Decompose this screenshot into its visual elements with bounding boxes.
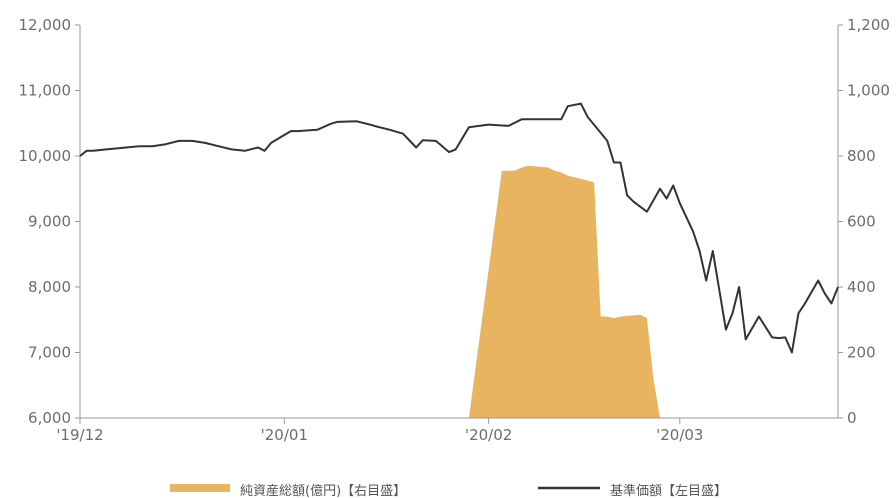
x-tick-label: '20/01	[261, 426, 308, 444]
right-tick-label: 0	[847, 409, 857, 427]
nav-line-layer	[79, 102, 839, 354]
legend: 純資産総額(億円)【右目盛】 基準価額【左目盛】	[170, 483, 727, 498]
axes-layer: 6,000 7,000 8,000 9,000 10,000 11,000 12,000 0 2…	[19, 16, 890, 444]
left-tick-label: 8,000	[28, 278, 71, 296]
nav-legend-label: 基準価額【左目盛】	[610, 483, 727, 498]
left-tick-label: 10,000	[19, 147, 72, 165]
x-tick-label: '20/03	[656, 426, 703, 444]
left-tick-label: 7,000	[28, 344, 71, 362]
right-tick-label: 1,200	[847, 16, 890, 34]
right-tick-label: 800	[847, 147, 876, 165]
left-tick-label: 9,000	[28, 213, 71, 231]
right-tick-label: 200	[847, 344, 876, 362]
right-tick-label: 400	[847, 278, 876, 296]
x-tick-label: '19/12	[56, 426, 103, 444]
nav-line	[79, 102, 839, 354]
net-assets-area	[468, 165, 660, 418]
x-tick-label: '20/02	[465, 426, 512, 444]
net-assets-legend-label: 純資産総額(億円)【右目盛】	[240, 483, 406, 498]
right-tick-label: 600	[847, 213, 876, 231]
left-tick-label: 6,000	[28, 409, 71, 427]
left-tick-label: 12,000	[19, 16, 72, 34]
right-tick-label: 1,000	[847, 82, 890, 100]
net-assets-area-layer	[468, 165, 660, 418]
left-tick-label: 11,000	[19, 82, 72, 100]
net-assets-legend-swatch	[170, 484, 230, 492]
